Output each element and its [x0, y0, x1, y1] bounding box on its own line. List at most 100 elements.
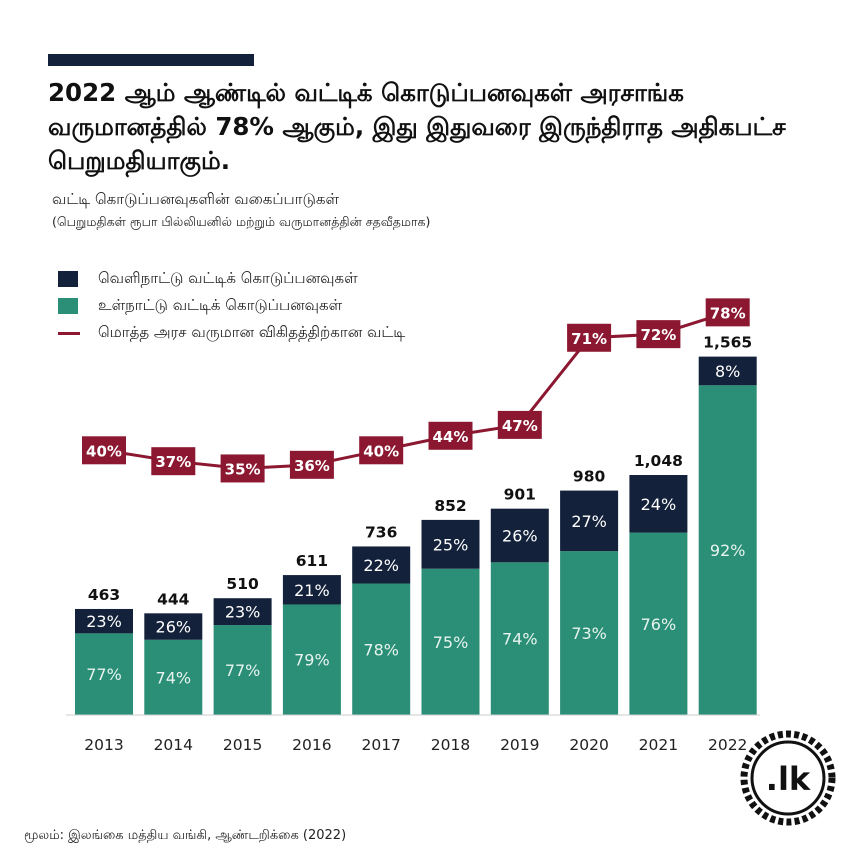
ratio-point-2020: 71% — [567, 323, 612, 352]
ratio-label-2019: 47% — [502, 417, 538, 435]
x-tick-2018: 2018 — [431, 736, 470, 754]
x-tick-2021: 2021 — [639, 736, 678, 754]
label-domestic-2017: 78% — [363, 640, 399, 659]
bar-foreign-2016 — [282, 575, 341, 605]
bar-foreign-2014 — [144, 613, 203, 640]
bar-domestic-2015 — [213, 625, 272, 715]
label-foreign-2020: 27% — [571, 512, 607, 531]
logo-text: .lk — [766, 760, 811, 798]
label-total-2021: 1,048 — [634, 452, 683, 470]
ratio-point-2016: 36% — [289, 450, 334, 479]
ratio-label-2020: 71% — [571, 330, 607, 348]
labels-layer: 77% 23% 463 2013 74% 26% 444 2014 77% 23% 510 2015 7… — [84, 334, 752, 754]
ratio-label-2013: 40% — [86, 442, 122, 460]
bar-foreign-2022 — [698, 356, 757, 386]
x-tick-2019: 2019 — [500, 736, 539, 754]
ratio-label-2021: 72% — [640, 326, 676, 344]
chart-subtitle-detail: (பெறுமதிகள் ரூபா பில்லியனில் மற்றும் வரு… — [52, 214, 431, 229]
legend-label-domestic: உள்நாட்டு வட்டிக் கொடுப்பனவுகள் — [98, 296, 343, 314]
ratio-point-2017: 40% — [359, 436, 404, 465]
label-foreign-2014: 26% — [156, 618, 192, 637]
ratio-label-2015: 35% — [225, 460, 261, 478]
label-total-2018: 852 — [434, 497, 466, 515]
bar-domestic-2022 — [698, 385, 757, 715]
x-tick-2014: 2014 — [154, 736, 193, 754]
label-foreign-2019: 26% — [502, 526, 538, 545]
legend: வெளிநாட்டு வட்டிக் கொடுப்பனவுகள் உள்நாட்… — [58, 268, 528, 349]
label-foreign-2022: 8% — [715, 362, 740, 381]
bar-foreign-2018 — [421, 519, 480, 569]
x-tick-2022: 2022 — [708, 736, 747, 754]
ratio-badge-2022 — [705, 298, 750, 327]
ratio-line — [103, 310, 729, 470]
x-tick-2016: 2016 — [292, 736, 331, 754]
ratio-label-2018: 44% — [433, 428, 469, 446]
label-foreign-2016: 21% — [294, 581, 330, 600]
bar-domestic-2021 — [629, 532, 688, 715]
label-total-2019: 901 — [504, 486, 536, 504]
label-total-2017: 736 — [365, 523, 397, 541]
x-tick-2013: 2013 — [84, 736, 123, 754]
label-domestic-2013: 77% — [86, 665, 122, 684]
label-domestic-2020: 73% — [571, 624, 607, 643]
ratio-badge-2021 — [636, 320, 681, 349]
label-total-2014: 444 — [157, 590, 190, 608]
ratio-badge-2017 — [359, 436, 404, 465]
label-foreign-2015: 23% — [225, 603, 261, 622]
bar-foreign-2017 — [352, 546, 411, 584]
bar-domestic-2013 — [75, 633, 133, 715]
ratio-badge-2019 — [497, 410, 542, 439]
legend-item-ratio: மொத்த அரச வருமான விகிதத்திற்கான வட்டி — [58, 322, 528, 343]
bar-foreign-2015 — [213, 598, 272, 626]
label-domestic-2015: 77% — [225, 661, 261, 680]
ratio-badge-2014 — [151, 447, 196, 476]
label-foreign-2017: 22% — [363, 556, 399, 575]
ratio-line-layer: 40% 37% 35% 36% 40% 44% 47% 71% 72% 78% — [82, 298, 750, 483]
source-note: மூலம்: இலங்கை மத்திய வங்கி, ஆண்டறிக்கை (… — [24, 828, 347, 843]
decorative-top-bar — [48, 54, 254, 66]
label-domestic-2018: 75% — [433, 633, 469, 652]
legend-swatch-ratio — [58, 332, 80, 335]
ratio-label-2014: 37% — [155, 453, 191, 471]
label-domestic-2019: 74% — [502, 630, 538, 649]
legend-swatch-foreign — [58, 271, 78, 287]
bar-domestic-2017 — [352, 583, 411, 715]
ratio-point-2013: 40% — [82, 436, 126, 465]
chart-subtitle: வட்டி கொடுப்பனவுகளின் வகைப்பாடுகள் — [52, 190, 340, 208]
label-total-2016: 611 — [296, 552, 328, 570]
ratio-label-2017: 40% — [363, 442, 399, 460]
logo-seal: .lk — [740, 730, 836, 826]
legend-label-ratio: மொத்த அரச வருமான விகிதத்திற்கான வட்டி — [98, 323, 406, 341]
ratio-point-2022: 78% — [705, 298, 750, 327]
ratio-badge-2015 — [220, 454, 265, 483]
ratio-badge-2020 — [567, 323, 612, 352]
label-domestic-2022: 92% — [710, 541, 746, 560]
bar-foreign-2013 — [75, 608, 133, 634]
legend-item-domestic: உள்நாட்டு வட்டிக் கொடுப்பனவுகள் — [58, 295, 528, 316]
bar-domestic-2016 — [282, 604, 341, 715]
x-tick-2020: 2020 — [569, 736, 608, 754]
bars-layer — [75, 356, 757, 715]
label-foreign-2018: 25% — [433, 535, 469, 554]
bar-foreign-2020 — [560, 490, 619, 552]
legend-item-foreign: வெளிநாட்டு வட்டிக் கொடுப்பனவுகள் — [58, 268, 528, 289]
x-tick-2017: 2017 — [361, 736, 400, 754]
bar-foreign-2021 — [629, 475, 688, 533]
bar-domestic-2020 — [560, 551, 619, 715]
ratio-badge-2018 — [428, 421, 473, 450]
label-foreign-2021: 24% — [641, 495, 677, 514]
bar-domestic-2018 — [421, 568, 480, 715]
ratio-point-2015: 35% — [220, 454, 265, 483]
label-total-2015: 510 — [226, 575, 259, 593]
bar-domestic-2014 — [144, 639, 203, 715]
ratio-point-2019: 47% — [497, 410, 542, 439]
ratio-point-2014: 37% — [151, 447, 196, 476]
ratio-point-2018: 44% — [428, 421, 473, 450]
bar-domestic-2019 — [490, 562, 549, 715]
ratio-badge-2016 — [289, 450, 334, 479]
ratio-point-2021: 72% — [636, 320, 681, 349]
ratio-label-2016: 36% — [294, 457, 330, 475]
label-domestic-2016: 79% — [294, 651, 330, 670]
label-total-2020: 980 — [573, 468, 606, 486]
